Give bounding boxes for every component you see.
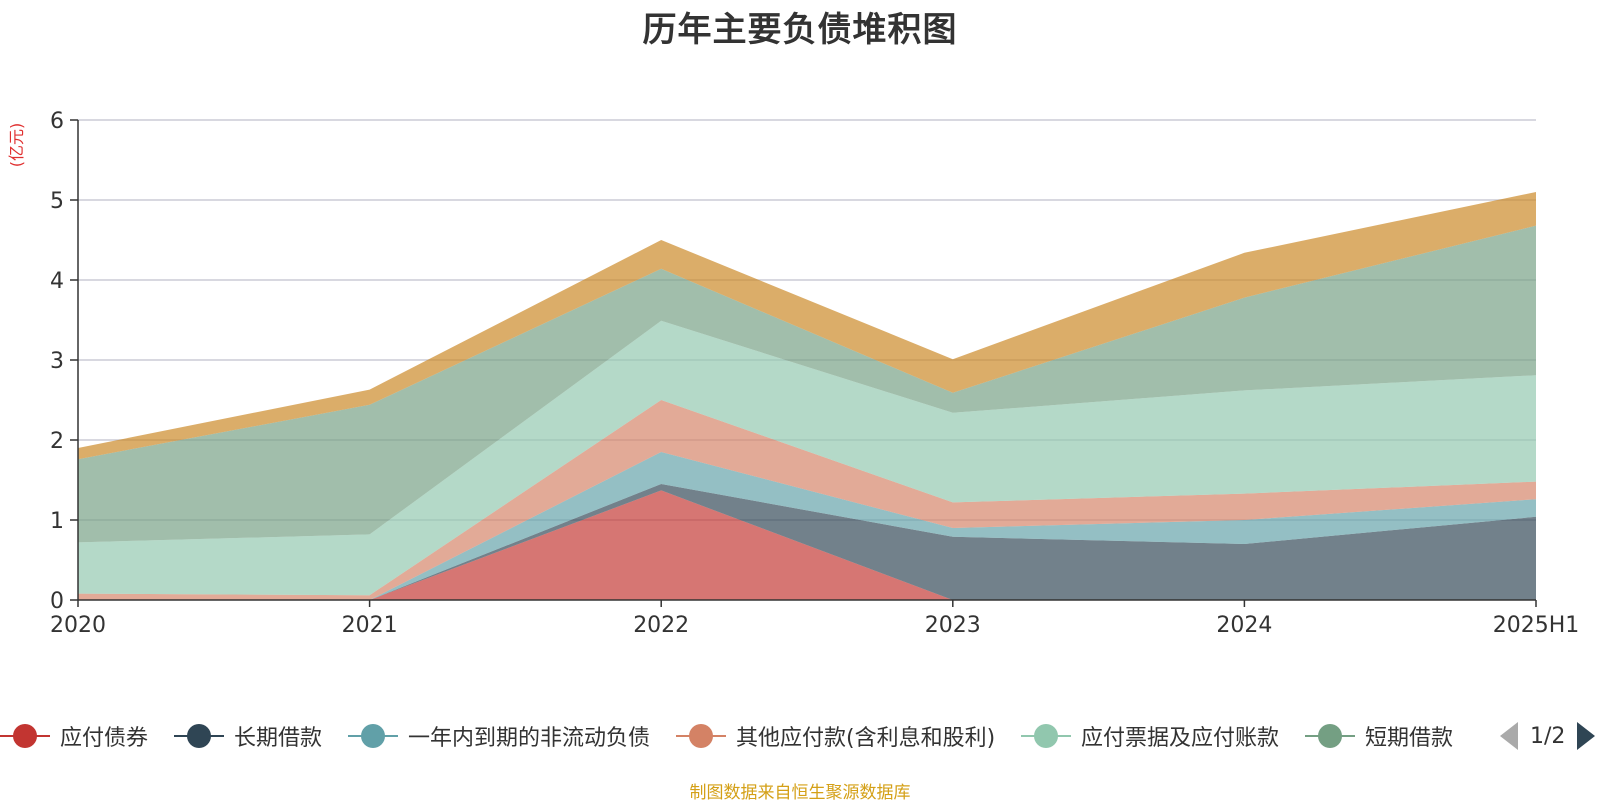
legend-label: 其他应付款(含利息和股利) — [736, 726, 996, 751]
legend-next-page-icon[interactable] — [1577, 722, 1596, 750]
y-tick-label: 6 — [50, 109, 64, 134]
x-tick-label: 2024 — [1216, 613, 1272, 638]
x-tick-label: 2020 — [50, 613, 106, 638]
y-tick-label: 1 — [50, 509, 64, 534]
legend-item[interactable]: 一年内到期的非流动负债 — [348, 716, 650, 756]
area-series-1 — [78, 484, 1536, 600]
legend: 应付债券 长期借款 一年内到期的非流动负债 其他应付款(含利息和股利) 应付票据及应付账… — [0, 716, 1600, 756]
area-series-5 — [78, 225, 1536, 543]
area-series-0 — [78, 490, 1536, 600]
x-tick-label: 2025H1 — [1493, 613, 1580, 638]
legend-prev-page-icon[interactable] — [1500, 722, 1518, 750]
legend-marker-icon — [676, 724, 726, 748]
legend-item[interactable]: 长期借款 — [174, 716, 322, 756]
legend-label: 一年内到期的非流动负债 — [408, 726, 651, 751]
y-tick-label: 4 — [50, 269, 64, 294]
legend-item[interactable]: 短期借款 — [1305, 716, 1453, 756]
y-tick-label: 2 — [50, 429, 64, 454]
y-axis-unit-label: (亿元) — [7, 123, 26, 168]
legend-item[interactable]: 其他应付款(含利息和股利) — [676, 716, 995, 756]
legend-marker-icon — [1305, 724, 1355, 748]
area-series-4 — [78, 320, 1536, 596]
source-note: 制图数据来自恒生聚源数据库 — [689, 783, 911, 803]
legend-items: 应付债券 长期借款 一年内到期的非流动负债 其他应付款(含利息和股利) 应付票据及应付账… — [0, 716, 1478, 756]
legend-page-indicator: 1/2 — [1530, 723, 1566, 749]
legend-marker-icon — [174, 724, 224, 748]
legend-item[interactable]: 应付债券 — [0, 716, 148, 756]
legend-marker-icon — [1021, 724, 1071, 748]
legend-marker-icon — [0, 724, 50, 748]
chart-title: 历年主要负债堆积图 — [642, 10, 958, 50]
area-series-2 — [78, 452, 1536, 600]
legend-pager: 1/2 — [1500, 716, 1596, 756]
y-tick-label: 5 — [50, 189, 64, 214]
legend-label: 短期借款 — [1365, 726, 1454, 751]
x-tick-label: 2021 — [342, 613, 398, 638]
legend-label: 应付票据及应付账款 — [1081, 726, 1280, 751]
legend-label: 应付债券 — [60, 726, 149, 751]
area-series-3 — [78, 400, 1536, 600]
y-tick-label: 0 — [50, 589, 64, 614]
legend-label: 长期借款 — [234, 726, 323, 751]
legend-item[interactable]: 应付票据及应付账款 — [1021, 716, 1279, 756]
legend-marker-icon — [348, 724, 398, 748]
y-tick-label: 3 — [50, 349, 64, 374]
area-series-6 — [78, 192, 1536, 460]
stacked-area-chart: 0 1 2 3 4 5 6 2020 2021 2022 2023 2024 2025H1 (亿元) — [7, 109, 1580, 638]
x-tick-label: 2022 — [633, 613, 689, 638]
x-tick-label: 2023 — [925, 613, 981, 638]
